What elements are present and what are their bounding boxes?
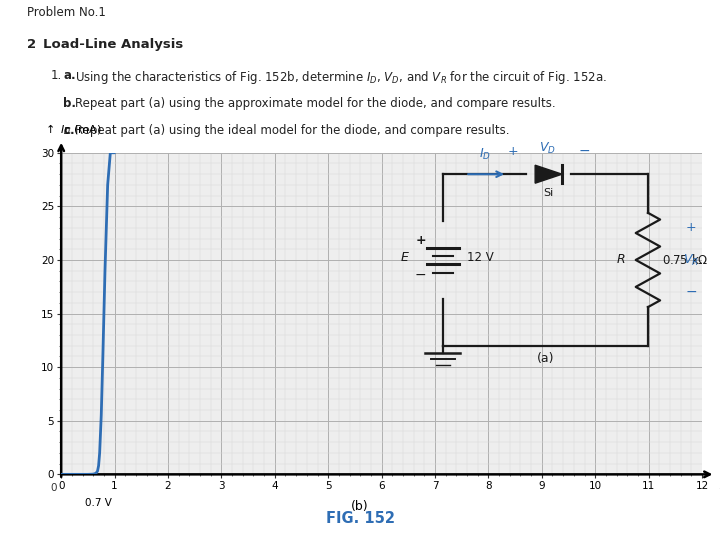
Text: 0.7 V: 0.7 V: [85, 498, 112, 508]
Text: Using the characteristics of Fig. 152b, determine $I_D$, $V_D$, and $V_R$ for th: Using the characteristics of Fig. 152b, …: [75, 70, 607, 86]
Text: −: −: [685, 285, 697, 299]
Text: 2: 2: [27, 38, 37, 50]
Text: (a): (a): [536, 352, 554, 365]
Text: Load-Line Analysis: Load-Line Analysis: [43, 38, 184, 50]
Text: $V_D$ (V): $V_D$ (V): [718, 487, 720, 501]
Text: $V_R$: $V_R$: [683, 252, 699, 267]
Text: +: +: [686, 221, 696, 234]
Text: $V_D$: $V_D$: [539, 141, 555, 156]
Text: Si: Si: [544, 188, 554, 198]
Text: +: +: [508, 145, 518, 158]
Text: b.: b.: [63, 97, 76, 110]
Text: Repeat part (a) using the ideal model for the diode, and compare results.: Repeat part (a) using the ideal model fo…: [75, 124, 509, 137]
Text: $I_D$: $I_D$: [479, 147, 490, 162]
Text: $\uparrow$ $I_D$ (mA): $\uparrow$ $I_D$ (mA): [42, 122, 101, 137]
Text: −: −: [578, 144, 590, 158]
Text: 1.: 1.: [50, 70, 62, 83]
Text: 12 V: 12 V: [467, 251, 494, 264]
Text: a.: a.: [63, 70, 76, 83]
Text: +: +: [415, 234, 426, 247]
Polygon shape: [535, 165, 562, 183]
Text: 0: 0: [50, 483, 56, 493]
Text: Problem No.1: Problem No.1: [27, 6, 107, 19]
Text: 0.75 k$\Omega$: 0.75 k$\Omega$: [662, 253, 708, 267]
Text: R: R: [616, 254, 625, 266]
Text: (b): (b): [351, 500, 369, 512]
Text: E: E: [400, 251, 408, 264]
Text: c.: c.: [63, 124, 75, 137]
Text: FIG. 152: FIG. 152: [325, 511, 395, 526]
Text: −: −: [415, 268, 426, 282]
Text: Repeat part (a) using the approximate model for the diode, and compare results.: Repeat part (a) using the approximate mo…: [75, 97, 556, 110]
